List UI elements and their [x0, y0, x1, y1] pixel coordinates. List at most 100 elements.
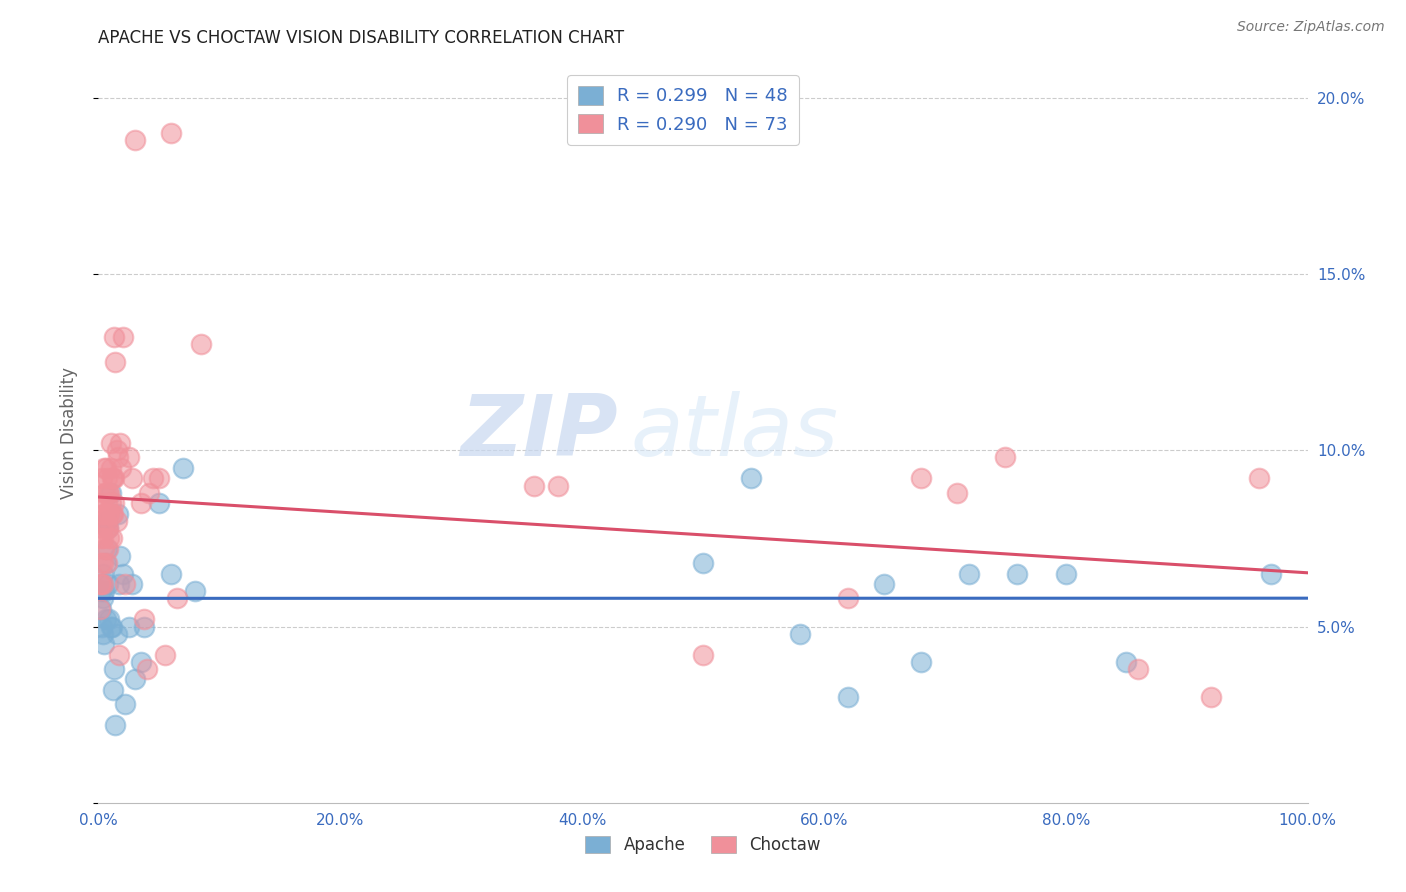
Point: [93, 461, 115, 475]
Text: ZIP: ZIP: [461, 391, 619, 475]
Point: [90, 602, 112, 616]
Point: [90, 532, 112, 546]
Point: [108, 436, 131, 450]
Point: [91, 577, 114, 591]
Point: [94, 612, 117, 626]
Point: [100, 619, 122, 633]
Point: [789, 626, 811, 640]
Point: [108, 577, 131, 591]
Point: [103, 471, 125, 485]
Point: [98, 485, 121, 500]
Point: [910, 655, 932, 669]
Point: [96, 521, 118, 535]
Point: [100, 507, 122, 521]
Point: [98, 507, 121, 521]
Point: [103, 662, 125, 676]
Point: [1128, 662, 1150, 676]
Point: [100, 461, 122, 475]
Point: [523, 478, 546, 492]
Point: [994, 450, 1017, 465]
Point: [129, 655, 152, 669]
Point: [107, 507, 129, 521]
Point: [97, 521, 120, 535]
Point: [148, 496, 170, 510]
Point: [90, 556, 112, 570]
Point: [1115, 655, 1137, 669]
Point: [110, 461, 132, 475]
Legend: Apache, Choctaw: Apache, Choctaw: [579, 830, 827, 861]
Point: [97, 485, 120, 500]
Point: [114, 577, 136, 591]
Point: [97, 507, 120, 521]
Point: [96, 514, 118, 528]
Point: [104, 355, 127, 369]
Point: [96, 556, 118, 570]
Point: [96, 496, 118, 510]
Point: [692, 556, 714, 570]
Point: [138, 485, 160, 500]
Point: [100, 619, 122, 633]
Point: [124, 133, 146, 147]
Point: [94, 514, 117, 528]
Point: [91, 591, 114, 606]
Point: [100, 532, 122, 546]
Point: [104, 718, 127, 732]
Point: [91, 619, 114, 633]
Point: [96, 471, 118, 485]
Point: [111, 566, 134, 581]
Point: [692, 648, 714, 662]
Point: [105, 443, 128, 458]
Point: [1249, 471, 1271, 485]
Point: [91, 496, 114, 510]
Point: [160, 126, 183, 140]
Point: [93, 541, 115, 556]
Point: [100, 496, 122, 510]
Point: [873, 577, 896, 591]
Point: [118, 450, 141, 465]
Point: [129, 496, 152, 510]
Point: [89, 577, 111, 591]
Point: [108, 549, 131, 563]
Point: [114, 697, 136, 711]
Point: [153, 648, 176, 662]
Point: [91, 556, 114, 570]
Point: [957, 566, 980, 581]
Point: [101, 507, 124, 521]
Point: [946, 485, 969, 500]
Point: [97, 577, 120, 591]
Point: [93, 584, 115, 599]
Point: [134, 612, 156, 626]
Point: [89, 602, 111, 616]
Y-axis label: Vision Disability: Vision Disability: [59, 367, 77, 499]
Point: [547, 478, 569, 492]
Point: [1007, 566, 1029, 581]
Point: [107, 450, 129, 465]
Point: [108, 648, 131, 662]
Point: [93, 637, 115, 651]
Point: [910, 471, 932, 485]
Point: [190, 337, 212, 351]
Point: [118, 619, 141, 633]
Point: [837, 690, 859, 704]
Point: [160, 566, 183, 581]
Point: [91, 521, 114, 535]
Point: [1260, 566, 1282, 581]
Point: [148, 471, 170, 485]
Text: atlas: atlas: [630, 391, 838, 475]
Point: [837, 591, 859, 606]
Point: [184, 584, 207, 599]
Point: [101, 471, 124, 485]
Point: [90, 584, 112, 599]
Point: [91, 577, 114, 591]
Point: [101, 683, 124, 698]
Point: [134, 619, 156, 633]
Point: [98, 532, 121, 546]
Point: [94, 461, 117, 475]
Point: [142, 471, 165, 485]
Point: [93, 507, 115, 521]
Point: [91, 471, 114, 485]
Point: [1054, 566, 1077, 581]
Point: [91, 507, 114, 521]
Point: [93, 485, 115, 500]
Point: [121, 577, 143, 591]
